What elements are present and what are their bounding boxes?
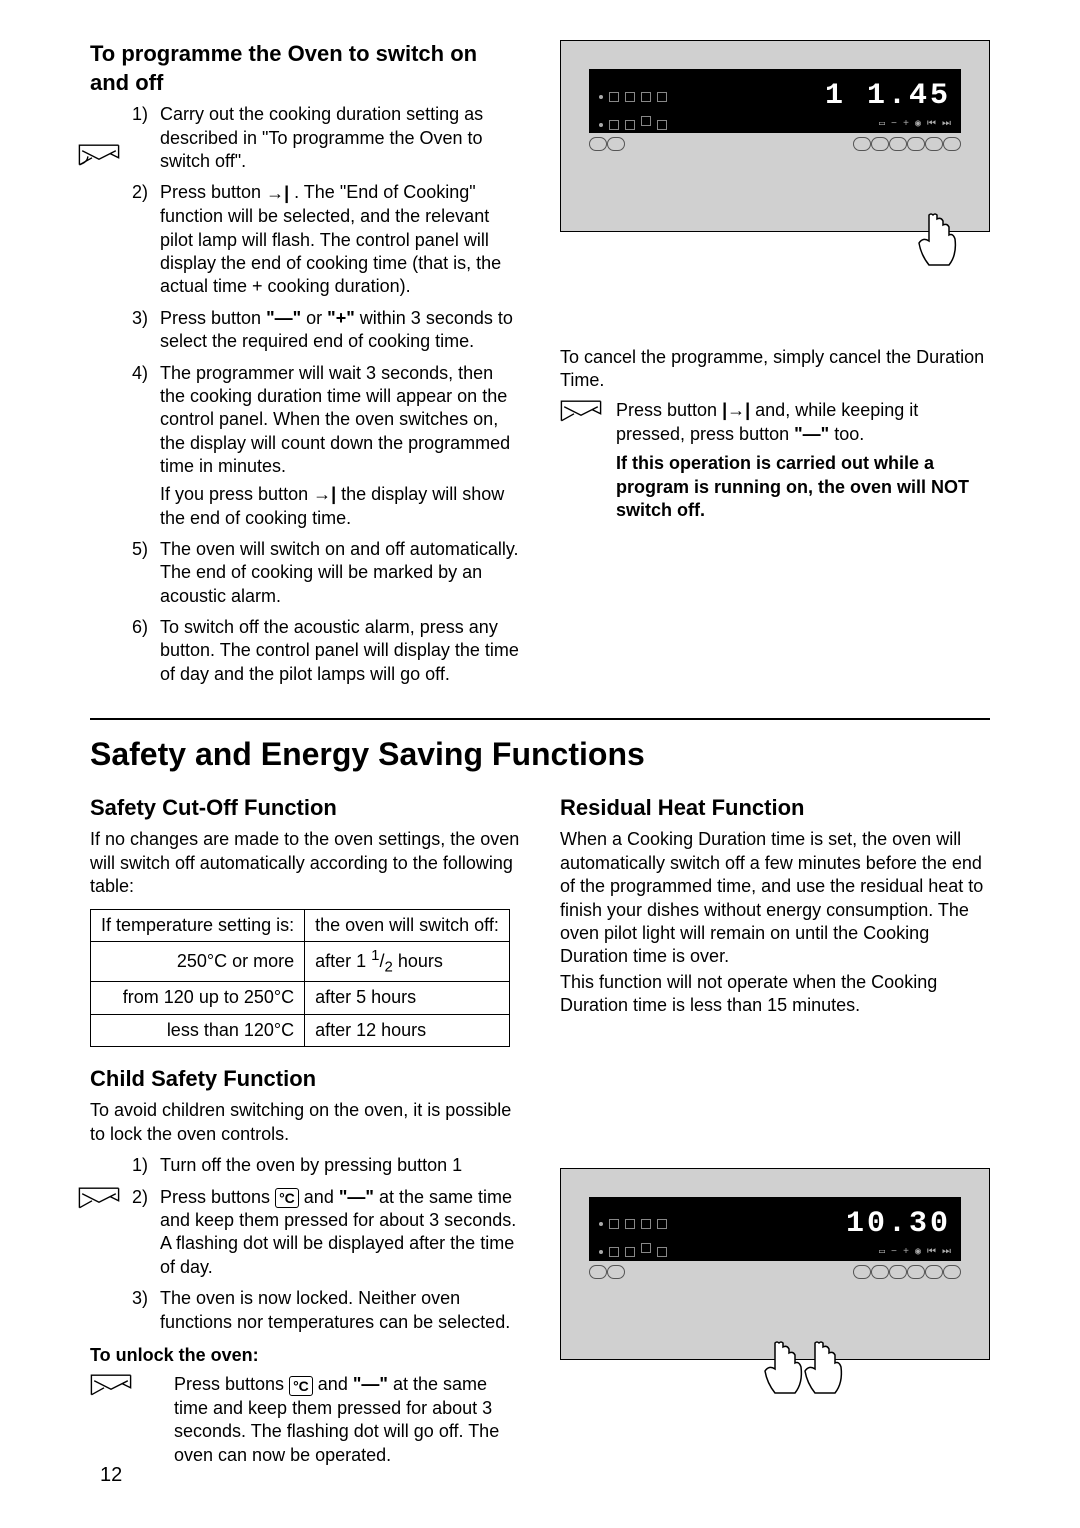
- table-cell: after 1 1/2 hours: [305, 942, 510, 982]
- step-4-text-a: The programmer will wait 3 seconds, then…: [160, 363, 510, 477]
- step-1: 1) Carry out the cooking duration settin…: [132, 103, 520, 173]
- hint-icon: [78, 1186, 120, 1216]
- cancel-intro: To cancel the programme, simply cancel t…: [560, 346, 990, 393]
- panel-time-display: 1 1.45: [825, 77, 951, 116]
- plus-glyph: "+": [327, 308, 355, 328]
- unlock-heading: To unlock the oven:: [90, 1344, 520, 1367]
- arrow-end-icon: →|: [313, 483, 336, 506]
- step-6-text: To switch off the acoustic alarm, press …: [160, 617, 519, 684]
- panel-indicator-row: [599, 92, 667, 102]
- panel-time-display: 10.30: [846, 1205, 951, 1244]
- step-1-text: Carry out the cooking duration setting a…: [160, 104, 483, 171]
- step-3-text-b: or: [306, 308, 327, 328]
- minus-glyph: "—": [353, 1374, 388, 1394]
- hint-icon: [560, 399, 602, 429]
- child-step-2: 2) Press buttons °C and "—" at the same …: [132, 1186, 520, 1280]
- hint-icon: [90, 1373, 132, 1403]
- cutoff-table: If temperature setting is: the oven will…: [90, 909, 510, 1047]
- temp-c-icon: °C: [289, 1376, 313, 1396]
- panel-button-row: [589, 137, 961, 159]
- residual-p1: When a Cooking Duration time is set, the…: [560, 828, 990, 968]
- section-divider: [90, 718, 990, 720]
- table-cell: from 120 up to 250°C: [91, 982, 305, 1014]
- table-header-1: If temperature setting is:: [91, 909, 305, 941]
- table-cell: after 5 hours: [305, 982, 510, 1014]
- step-2: 2) Press button →| . The "End of Cooking…: [132, 181, 520, 299]
- hand-pointer-icon: [915, 211, 959, 271]
- step-3: 3) Press button "—" or "+" within 3 seco…: [132, 307, 520, 354]
- step-4: 4) The programmer will wait 3 seconds, t…: [132, 362, 520, 530]
- stop-arrow-icon: |→|: [722, 399, 750, 422]
- programming-steps: 1) Carry out the cooking duration settin…: [132, 103, 520, 686]
- residual-p2: This function will not operate when the …: [560, 971, 990, 1018]
- child-step-3: 3) The oven is now locked. Neither oven …: [132, 1287, 520, 1334]
- step-4-text-b1: If you press button: [160, 484, 313, 504]
- child-safety-heading: Child Safety Function: [90, 1065, 520, 1094]
- minus-glyph: "—": [339, 1187, 374, 1207]
- cancel-step-c: too.: [834, 424, 864, 444]
- child-safety-intro: To avoid children switching on the oven,…: [90, 1099, 520, 1146]
- arrow-end-icon: →|: [266, 182, 289, 205]
- table-cell: less than 120°C: [91, 1014, 305, 1046]
- minus-glyph: "—": [266, 308, 301, 328]
- table-header-2: the oven will switch off:: [305, 909, 510, 941]
- cancel-step-a: Press button: [616, 400, 722, 420]
- hand-pointer-icon: [801, 1339, 845, 1399]
- cutoff-heading: Safety Cut-Off Function: [90, 794, 520, 823]
- minus-glyph: "—": [794, 424, 829, 444]
- child-step-1: 1) Turn off the oven by pressing button …: [132, 1154, 520, 1177]
- step-6: 6) To switch off the acoustic alarm, pre…: [132, 616, 520, 686]
- temp-c-icon: °C: [275, 1188, 299, 1208]
- left-column: To programme the Oven to switch on and o…: [90, 40, 520, 694]
- hand-pointer-icon: [761, 1339, 805, 1399]
- child-safety-steps: 1) Turn off the oven by pressing button …: [132, 1154, 520, 1334]
- right-column: 1 1.45 ▭ − + ◉ ⏮ ⏭ To cancel th: [560, 40, 990, 694]
- table-cell: after 12 hours: [305, 1014, 510, 1046]
- step-5: 5) The oven will switch on and off autom…: [132, 538, 520, 608]
- step-2-text-a: Press button: [160, 182, 266, 202]
- page-number: 12: [100, 1462, 122, 1488]
- step-5-text: The oven will switch on and off automati…: [160, 539, 519, 606]
- oven-panel-figure-2: 10.30 ▭ − + ◉ ⏮ ⏭: [560, 1168, 990, 1360]
- cancel-warning: If this operation is carried out while a…: [616, 452, 990, 522]
- step-3-text-a: Press button: [160, 308, 266, 328]
- oven-panel-figure-1: 1 1.45 ▭ − + ◉ ⏮ ⏭: [560, 40, 990, 232]
- safety-heading: Safety and Energy Saving Functions: [90, 734, 990, 776]
- cutoff-intro: If no changes are made to the oven setti…: [90, 828, 520, 898]
- table-cell: 250°C or more: [91, 942, 305, 982]
- hint-icon: [78, 143, 120, 173]
- section1-heading: To programme the Oven to switch on and o…: [90, 40, 520, 97]
- residual-heat-heading: Residual Heat Function: [560, 794, 990, 823]
